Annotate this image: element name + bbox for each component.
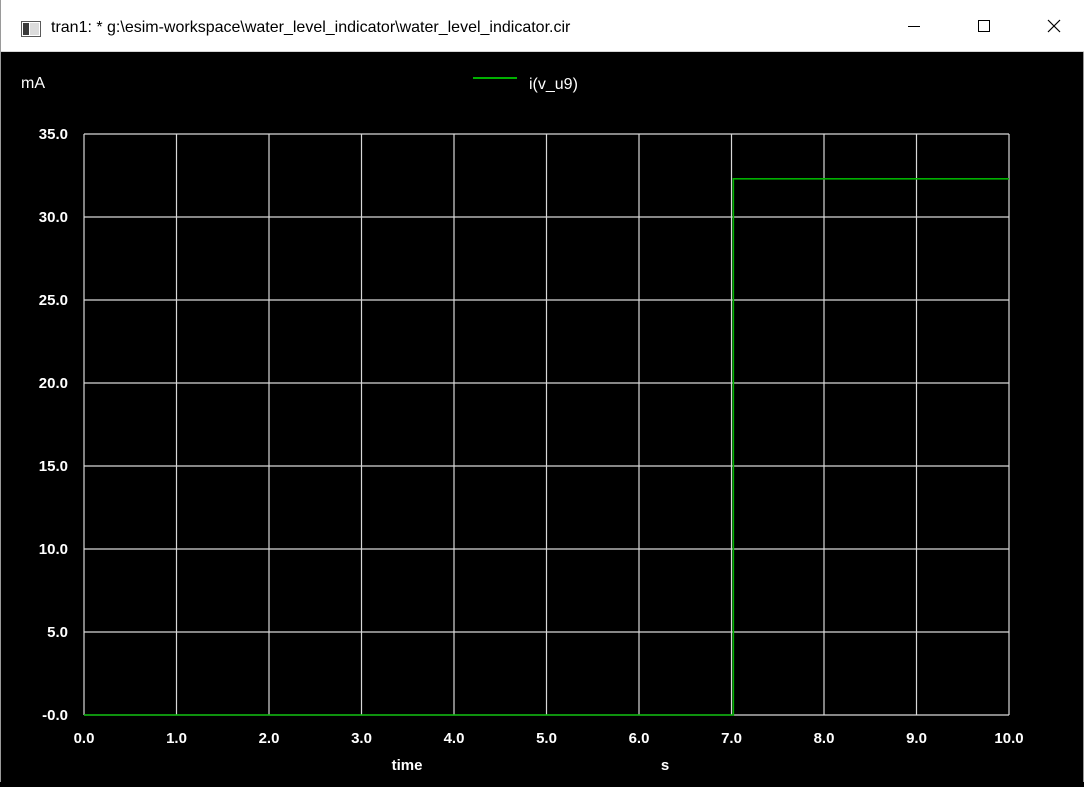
plot-window-icon xyxy=(21,21,41,37)
window-title: tran1: * g:\esim-workspace\water_level_i… xyxy=(51,19,571,36)
legend-label: i(v_u9) xyxy=(529,76,578,93)
y-tick-label: 5.0 xyxy=(47,624,68,641)
plot-area: mA i(v_u9) -0.0 5.0 10.0 15.0 20.0 25.0 30.0 35… xyxy=(1,52,1084,782)
y-unit-label: mA xyxy=(21,75,45,92)
maximize-icon xyxy=(978,20,990,32)
x-tick-label: 1.0 xyxy=(166,730,187,747)
x-tick-label: 2.0 xyxy=(259,730,280,747)
x-tick-label: 3.0 xyxy=(351,730,372,747)
x-tick-labels: 0.0 1.0 2.0 3.0 4.0 5.0 6.0 7.0 8.0 9.0 10.0 xyxy=(74,730,1024,747)
y-tick-label: 35.0 xyxy=(39,126,68,143)
legend: i(v_u9) xyxy=(473,76,578,93)
x-tick-label: 0.0 xyxy=(74,730,95,747)
y-tick-label: 10.0 xyxy=(39,541,68,558)
title-bar[interactable]: tran1: * g:\esim-workspace\water_level_i… xyxy=(1,0,1084,52)
y-tick-label: -0.0 xyxy=(42,707,68,724)
maximize-button[interactable] xyxy=(949,0,1019,52)
y-tick-label: 15.0 xyxy=(39,458,68,475)
waveform-chart: mA i(v_u9) -0.0 5.0 10.0 15.0 20.0 25.0 30.0 35… xyxy=(21,75,1024,774)
grid xyxy=(83,133,1010,716)
x-tick-label: 4.0 xyxy=(444,730,465,747)
series-lines xyxy=(84,178,1009,716)
minimize-icon xyxy=(908,26,920,27)
close-button[interactable] xyxy=(1019,0,1084,52)
y-tick-labels: -0.0 5.0 10.0 15.0 20.0 25.0 30.0 35.0 xyxy=(39,126,68,724)
x-tick-label: 8.0 xyxy=(814,730,835,747)
x-tick-label: 7.0 xyxy=(721,730,742,747)
x-unit-label: s xyxy=(661,757,669,774)
x-axis-label: time xyxy=(392,757,423,774)
y-tick-label: 30.0 xyxy=(39,209,68,226)
minimize-button[interactable] xyxy=(879,0,949,52)
y-tick-label: 20.0 xyxy=(39,375,68,392)
close-icon xyxy=(1047,19,1061,33)
x-tick-label: 10.0 xyxy=(994,730,1023,747)
y-tick-label: 25.0 xyxy=(39,292,68,309)
x-tick-label: 9.0 xyxy=(906,730,927,747)
x-tick-label: 6.0 xyxy=(629,730,650,747)
x-tick-label: 5.0 xyxy=(536,730,557,747)
series-line-i-v-u9 xyxy=(84,178,1009,716)
